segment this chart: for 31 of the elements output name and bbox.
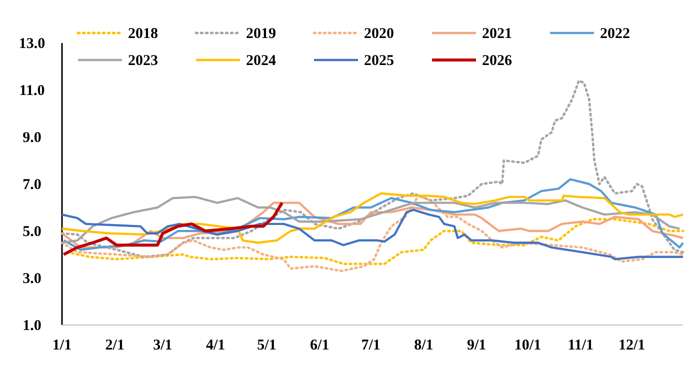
legend-label: 2020	[364, 26, 394, 42]
x-tick-label: 1/1	[52, 338, 72, 354]
legend-label: 2018	[128, 26, 158, 42]
x-tick-label: 9/1	[466, 338, 486, 354]
legend-label: 2024	[246, 53, 276, 69]
y-tick-label: 13.0	[18, 36, 46, 52]
x-tick-label: 10/1	[514, 338, 542, 354]
legend-label: 2026	[482, 53, 512, 69]
x-tick-label: 3/1	[153, 338, 172, 354]
y-tick-label: 3.0	[22, 270, 42, 287]
y-tick-label: 1.0	[22, 318, 42, 334]
y-tick-label: 5.0	[22, 224, 42, 240]
y-tick-label: 7.0	[22, 176, 42, 193]
line-series	[62, 201, 284, 256]
x-tick-label: 6/1	[310, 338, 330, 354]
x-tick-label: 4/1	[206, 338, 226, 354]
y-tick-label: 11.0	[19, 82, 45, 99]
line-series	[60, 208, 684, 260]
x-tick-label: 7/1	[361, 338, 380, 354]
x-tick-label: 11/1	[568, 338, 594, 354]
legend-label: 2023	[128, 53, 158, 69]
x-tick-label: 5/1	[257, 338, 276, 354]
line-series	[62, 178, 684, 251]
legend-label: 2022	[600, 26, 630, 42]
x-tick-label: 8/1	[414, 338, 434, 354]
x-tick-label: 12/1	[618, 338, 646, 354]
legend-label: 2025	[364, 53, 394, 69]
legend-label: 2021	[482, 26, 512, 42]
x-tick-label: 2/1	[105, 338, 124, 354]
y-tick-label: 9.0	[22, 130, 42, 146]
legend-label: 2019	[246, 26, 276, 42]
